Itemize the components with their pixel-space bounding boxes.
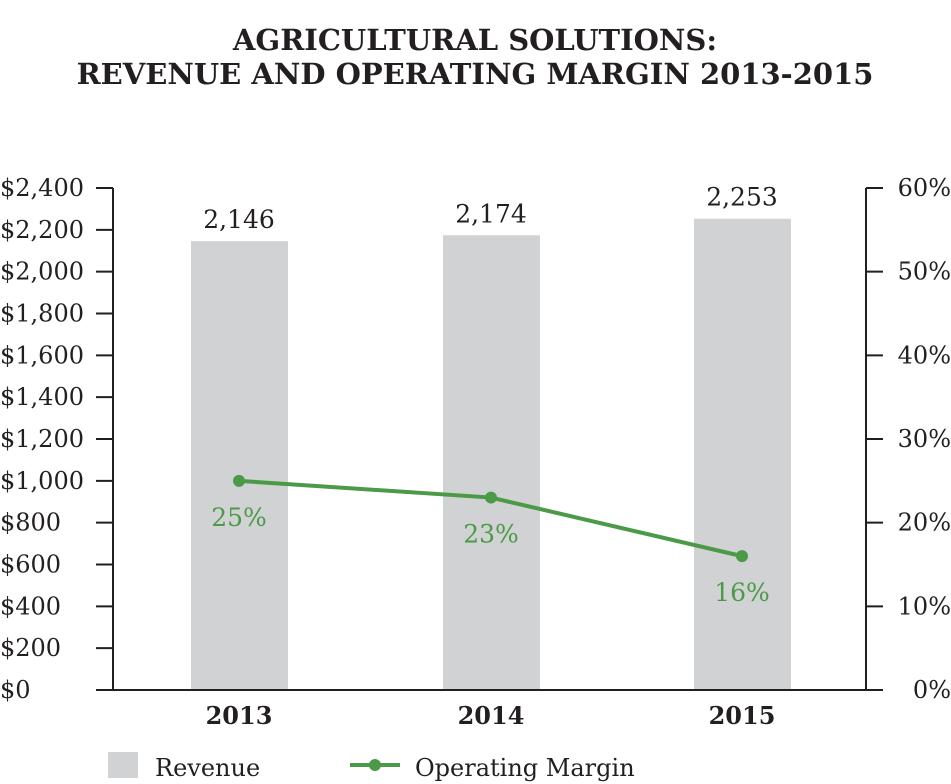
- left-tick-label: $1,400: [0, 383, 84, 411]
- legend-margin-label: Operating Margin: [415, 754, 635, 782]
- legend-revenue-swatch: [108, 752, 138, 778]
- right-tick-label: 60%: [898, 174, 951, 202]
- left-tick-label: $800: [0, 509, 61, 537]
- right-tick-label: 20%: [898, 509, 951, 537]
- left-tick-label: $600: [0, 551, 61, 579]
- left-tick-label: $2,200: [0, 216, 84, 244]
- right-tick-label: 0%: [913, 676, 951, 704]
- revenue-bar-2015: [694, 218, 791, 690]
- right-tick-label: 40%: [898, 341, 951, 369]
- chart-title-line-2: REVENUE AND OPERATING MARGIN 2013-2015: [77, 57, 874, 91]
- x-tick-label: 2015: [709, 701, 776, 730]
- chart-title-line-1: AGRICULTURAL SOLUTIONS:: [232, 23, 717, 57]
- left-tick-label: $1,600: [0, 341, 84, 369]
- right-tick-label: 10%: [898, 592, 951, 620]
- revenue-bar-2014: [443, 235, 540, 690]
- operating-margin-point: [736, 550, 748, 563]
- revenue-data-label: 2,146: [203, 205, 275, 234]
- left-tick-label: $0: [0, 676, 31, 704]
- operating-margin-point: [485, 491, 497, 504]
- left-tick-label: $2,000: [0, 258, 84, 286]
- right-tick-label: 30%: [898, 425, 951, 453]
- left-tick-label: $2,400: [0, 174, 84, 202]
- right-tick-label: 50%: [898, 258, 951, 286]
- left-tick-label: $1,800: [0, 300, 84, 328]
- operating-margin-data-label: 16%: [714, 578, 770, 607]
- revenue-bar-2013: [191, 241, 288, 690]
- revenue-data-label: 2,174: [455, 199, 527, 228]
- left-tick-label: $200: [0, 634, 61, 662]
- legend-margin-marker: [369, 759, 381, 771]
- revenue-data-label: 2,253: [706, 183, 778, 212]
- operating-margin-point: [233, 474, 245, 487]
- operating-margin-data-label: 25%: [211, 503, 267, 532]
- x-tick-label: 2013: [206, 701, 273, 730]
- left-tick-label: $1,000: [0, 467, 84, 495]
- legend-revenue-label: Revenue: [155, 754, 260, 782]
- x-tick-label: 2014: [458, 701, 525, 730]
- left-tick-label: $400: [0, 592, 61, 620]
- operating-margin-data-label: 23%: [463, 520, 519, 549]
- left-tick-label: $1,200: [0, 425, 84, 453]
